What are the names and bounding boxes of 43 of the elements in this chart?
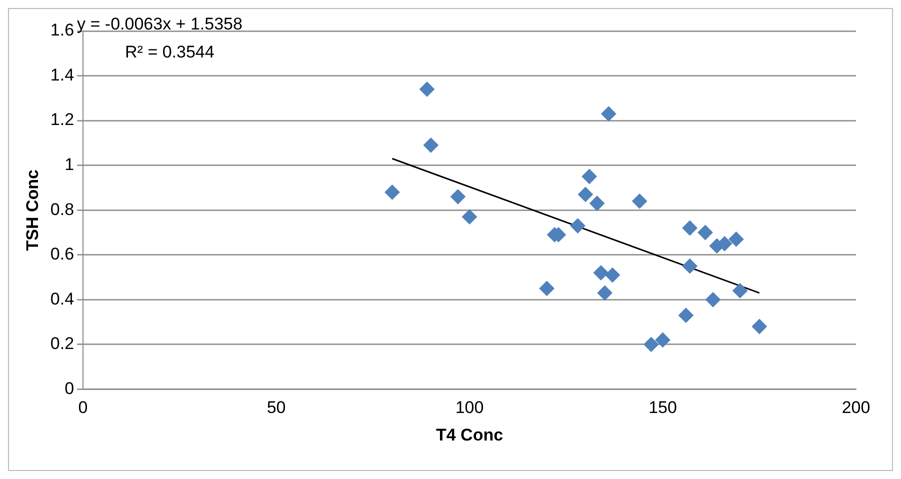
x-tick-label: 150 <box>648 398 677 418</box>
point <box>706 292 720 308</box>
x-tick-label: 0 <box>78 398 88 418</box>
point <box>450 189 466 204</box>
point <box>423 138 438 153</box>
x-axis-title: T4 Conc <box>436 425 504 444</box>
y-tick-label: 1.4 <box>50 65 74 84</box>
y-tick-label: 0.6 <box>50 244 74 264</box>
point <box>597 285 612 300</box>
point <box>539 280 554 296</box>
y-tick-label: 1 <box>64 155 74 174</box>
point <box>384 184 400 200</box>
point <box>644 336 659 352</box>
point <box>682 258 698 274</box>
point <box>601 106 616 122</box>
point <box>462 209 478 224</box>
y-tick-label: 0.8 <box>50 200 74 219</box>
point <box>732 283 748 298</box>
x-tick-label: 50 <box>266 398 286 418</box>
x-tick-label: 100 <box>455 398 484 418</box>
point <box>678 308 694 323</box>
y-tick-label: 0.2 <box>50 334 74 354</box>
y-axis-title: TSH Conc <box>22 169 42 251</box>
point <box>632 194 648 209</box>
y-tick-label: 0 <box>64 378 74 398</box>
point <box>590 196 605 211</box>
point <box>682 220 698 236</box>
point <box>605 268 620 283</box>
annotation: R² = 0.3544 <box>125 42 214 62</box>
point <box>728 232 744 247</box>
x-tick-label: 200 <box>842 398 870 418</box>
point <box>570 218 586 234</box>
point <box>582 169 597 184</box>
point <box>752 319 767 334</box>
point <box>420 82 435 97</box>
y-tick-label: 1.6 <box>50 20 74 40</box>
y-tick-label: 0.4 <box>50 289 74 308</box>
point <box>655 332 670 348</box>
y-tick-label: 1.2 <box>50 110 74 130</box>
point <box>578 186 593 202</box>
point <box>593 265 608 280</box>
point <box>698 224 713 240</box>
annotation: y = -0.0063x + 1.5358 <box>77 14 242 34</box>
